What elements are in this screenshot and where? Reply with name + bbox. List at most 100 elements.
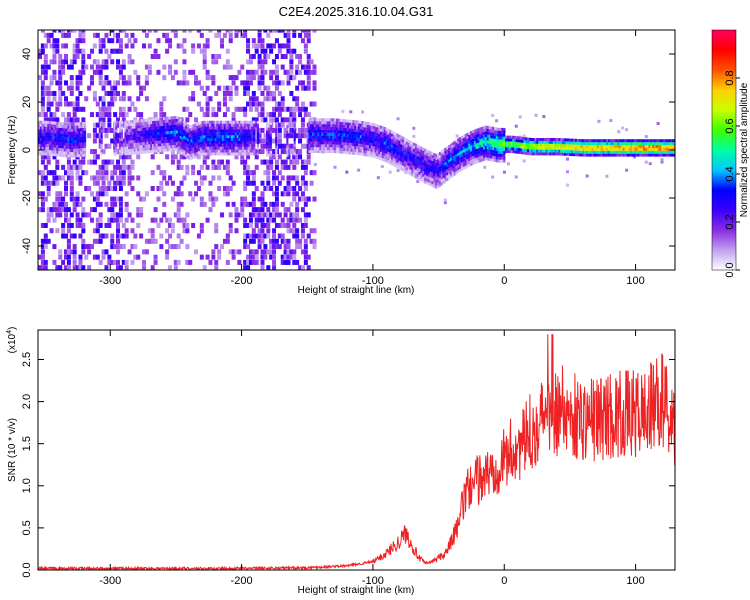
heatmap-cell (424, 171, 427, 175)
heatmap-cell (655, 139, 659, 143)
heatmap-cell (292, 217, 297, 223)
heatmap-cell (137, 142, 140, 146)
heatmap-cell (142, 118, 146, 122)
heatmap-cell (90, 149, 95, 155)
heatmap-cell (348, 128, 351, 132)
heatmap-cell (274, 186, 279, 191)
heatmap-cell (161, 128, 164, 132)
heatmap-cell (637, 147, 640, 151)
heatmap-cell (501, 153, 504, 157)
heatmap-cell (74, 154, 77, 158)
heatmap-cell (137, 128, 140, 132)
heatmap-cell (212, 146, 215, 150)
heatmap-cell (378, 127, 381, 131)
heatmap-cell (440, 176, 443, 180)
heatmap-cell (429, 183, 432, 187)
heatmap-cell (545, 146, 548, 150)
heatmap-cell (274, 117, 279, 123)
heatmap-cell (449, 143, 453, 147)
heatmap-cell (161, 137, 164, 141)
heatmap-cell (350, 140, 353, 144)
heatmap-cell (665, 147, 668, 151)
heatmap-cell (194, 140, 197, 144)
heatmap-cell (567, 150, 570, 154)
heatmap-cell (361, 146, 364, 150)
heatmap-cell (43, 138, 46, 141)
heatmap-cell (190, 150, 193, 154)
heatmap-cell (309, 228, 314, 234)
heatmap-cell (163, 140, 166, 144)
heatmap-cell (381, 140, 385, 144)
heatmap-cell (92, 180, 97, 186)
heatmap-cell (374, 135, 377, 139)
heatmap-cell (74, 134, 77, 138)
heatmap-cell (300, 265, 305, 270)
heatmap-cell (61, 228, 66, 234)
heatmap-cell (266, 228, 271, 234)
heatmap-cell (256, 149, 260, 153)
heatmap-cell (484, 154, 488, 158)
heatmap-cell (177, 146, 180, 150)
heatmap-cell (104, 90, 109, 96)
heatmap-cell (231, 135, 234, 139)
heatmap-cell (345, 145, 348, 149)
heatmap-cell (80, 130, 83, 134)
heatmap-cell (218, 140, 221, 144)
heatmap-cell (90, 175, 95, 181)
heatmap-cell (39, 143, 43, 147)
heatmap-cell (197, 151, 201, 155)
heatmap-cell (303, 186, 308, 191)
heatmap-cell (45, 135, 48, 139)
heatmap-cell (127, 154, 132, 160)
heatmap-cell (71, 137, 74, 141)
heatmap-cell (363, 138, 366, 142)
heatmap-cell (455, 142, 458, 146)
heatmap-cell (585, 150, 589, 154)
heatmap-cell (243, 244, 248, 250)
heatmap-cell (170, 159, 175, 165)
heatmap-cell (292, 233, 297, 239)
heatmap-cell (416, 176, 419, 180)
heatmap-cell (135, 148, 138, 152)
heatmap-cell (269, 112, 274, 118)
heatmap-cell (113, 123, 116, 127)
heatmap-cell (188, 128, 191, 132)
heatmap-cell (130, 101, 135, 107)
heatmap-cell (214, 90, 219, 96)
heatmap-cell (530, 149, 533, 153)
heatmap-cell (249, 146, 252, 150)
heatmap-cell (84, 244, 89, 250)
heatmap-cell (459, 137, 462, 141)
heatmap-cell (39, 138, 43, 141)
heatmap-cell (471, 147, 475, 151)
heatmap-cell (78, 145, 81, 149)
heatmap-cell (231, 254, 236, 260)
heatmap-cell (306, 64, 311, 70)
heatmap-cell (225, 259, 230, 265)
heatmap-cell (238, 135, 241, 139)
heatmap-cell (453, 149, 456, 153)
heatmap-cell (528, 149, 532, 153)
heatmap-cell (243, 186, 248, 191)
y-tick-label: -20 (21, 190, 33, 206)
heatmap-cell (168, 233, 173, 239)
heatmap-cell (494, 150, 497, 154)
heatmap-cell (286, 222, 291, 228)
heatmap-cell (175, 115, 179, 119)
heatmap-cell (65, 131, 68, 135)
heatmap-cell (228, 175, 233, 181)
heatmap-cell (118, 217, 123, 223)
heatmap-cell (606, 142, 609, 146)
heatmap-cell (142, 196, 147, 202)
heatmap-cell (249, 135, 252, 139)
heatmap-cell (438, 169, 442, 173)
heatmap-cell (274, 222, 279, 228)
heatmap-cell (220, 138, 223, 141)
heatmap-cell (274, 238, 279, 244)
heatmap-cell (95, 228, 100, 234)
heatmap-cell (229, 152, 232, 156)
heatmap-cell (177, 137, 180, 141)
heatmap-cell (556, 152, 559, 156)
heatmap-cell (46, 90, 51, 96)
heatmap-cell (194, 155, 197, 159)
